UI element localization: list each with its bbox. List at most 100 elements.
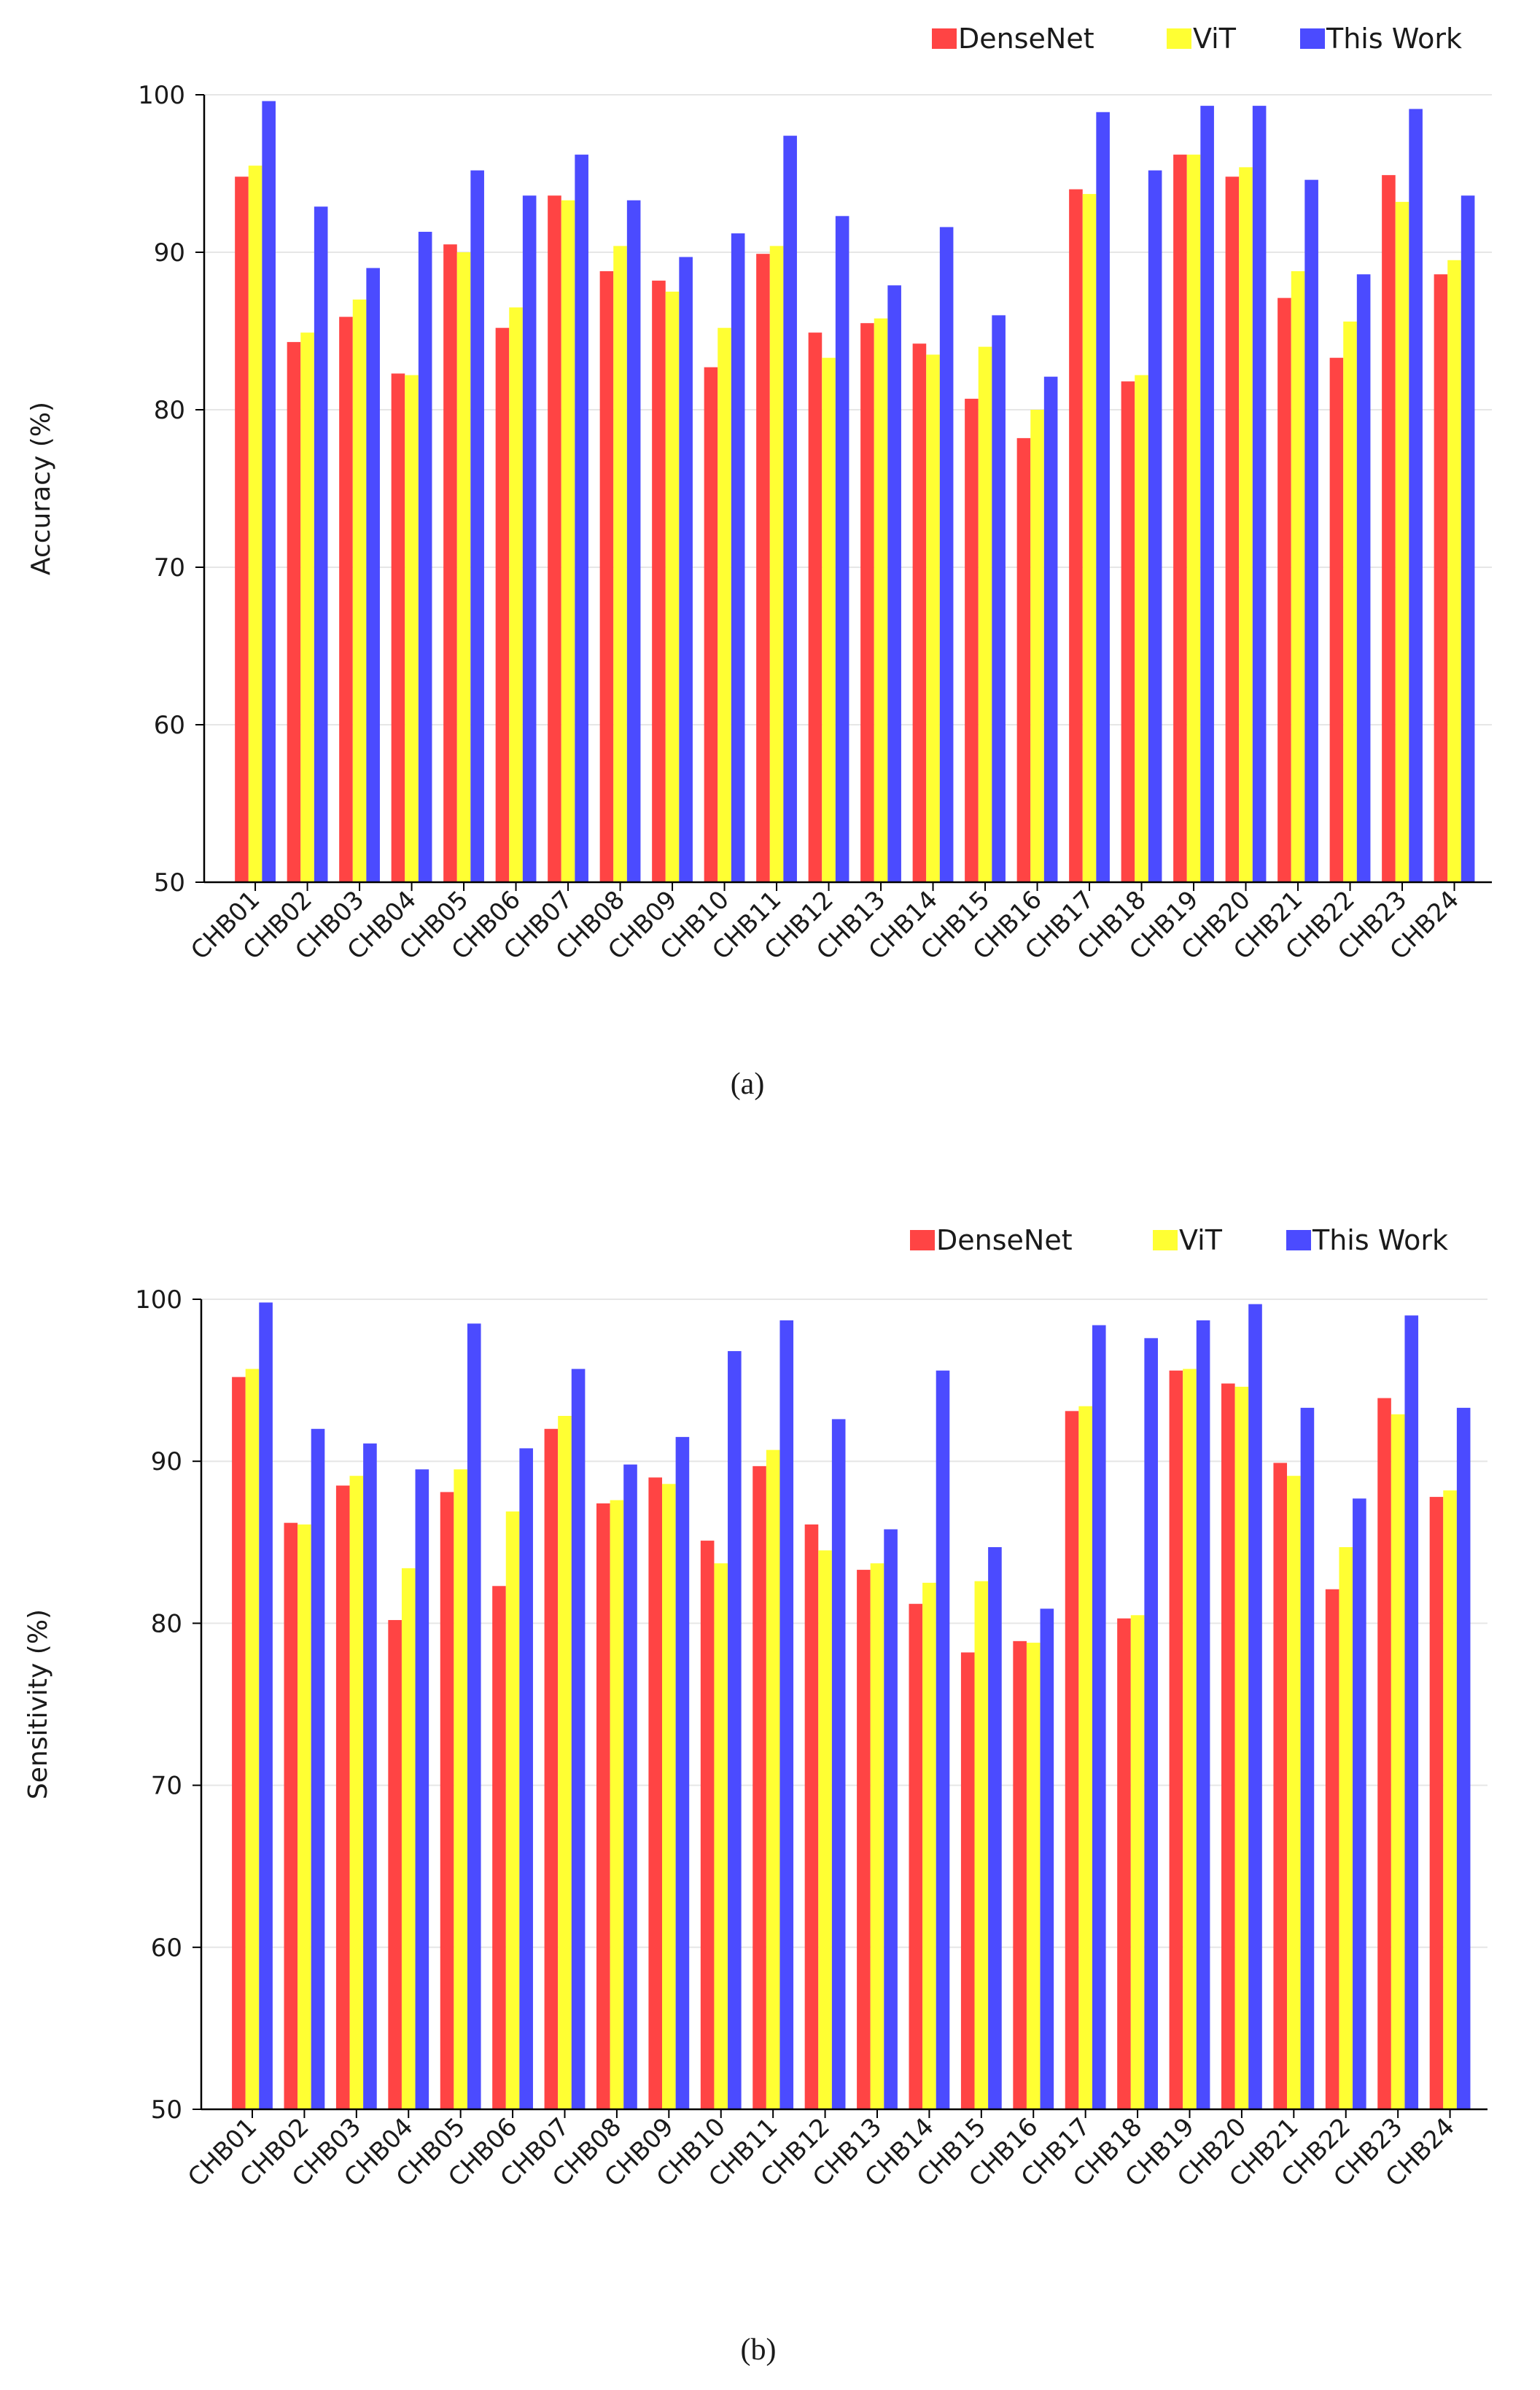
y-tick-label: 70 <box>151 1772 182 1801</box>
bar-this-work-CHB19 <box>1196 1320 1210 2109</box>
bar-densenet-CHB16 <box>1016 437 1031 882</box>
y-tick-label: 90 <box>151 1447 182 1476</box>
bar-this-work-CHB18 <box>1148 170 1162 882</box>
bar-vit-CHB11 <box>766 1449 780 2109</box>
bar-vit-CHB17 <box>1078 1406 1092 2109</box>
bar-vit-CHB13 <box>870 1563 884 2109</box>
bar-this-work-CHB10 <box>728 1351 742 2109</box>
bar-vit-CHB21 <box>1287 1476 1301 2109</box>
bar-densenet-CHB11 <box>756 254 770 882</box>
bar-vit-CHB04 <box>401 1568 416 2109</box>
legend-label: DenseNet <box>936 1224 1073 1256</box>
y-tick-label: 50 <box>151 2095 182 2125</box>
panel-caption: (a) <box>731 1067 765 1101</box>
bar-vit-CHB12 <box>822 357 836 883</box>
bar-this-work-CHB05 <box>470 170 484 882</box>
legend-label: This Work <box>1312 1224 1448 1256</box>
y-tick-label: 50 <box>154 868 185 898</box>
bar-this-work-CHB24 <box>1461 195 1475 882</box>
bar-vit-CHB15 <box>974 1581 989 2109</box>
bar-vit-CHB17 <box>1082 194 1097 883</box>
bar-densenet-CHB23 <box>1382 175 1396 882</box>
legend-swatch <box>1167 28 1191 49</box>
bar-densenet-CHB03 <box>339 316 353 882</box>
bar-vit-CHB08 <box>613 246 627 882</box>
bar-vit-CHB23 <box>1395 201 1409 882</box>
bar-this-work-CHB17 <box>1092 1325 1106 2109</box>
bar-densenet-CHB05 <box>443 244 457 882</box>
bar-vit-CHB03 <box>352 299 367 882</box>
legend-swatch <box>1300 28 1325 49</box>
bar-densenet-CHB20 <box>1225 176 1240 882</box>
y-axis-label: Sensitivity (%) <box>23 1609 53 1799</box>
bar-this-work-CHB09 <box>675 1436 690 2109</box>
y-tick-label: 90 <box>154 238 185 268</box>
bar-vit-CHB12 <box>818 1550 832 2109</box>
bar-vit-CHB22 <box>1343 322 1357 882</box>
bar-densenet-CHB22 <box>1325 1589 1339 2109</box>
bar-this-work-CHB07 <box>571 1369 586 2109</box>
bar-densenet-CHB17 <box>1069 189 1083 883</box>
chart-panel-1: 5060708090100CHB01CHB02CHB03CHB04CHB05CH… <box>26 23 1492 1101</box>
bar-vit-CHB04 <box>405 375 419 882</box>
bar-densenet-CHB12 <box>804 1524 819 2109</box>
bar-densenet-CHB18 <box>1117 1618 1131 2109</box>
bar-vit-CHB06 <box>505 1511 520 2109</box>
bar-vit-CHB16 <box>1030 410 1044 882</box>
bar-this-work-CHB08 <box>626 200 641 883</box>
bar-this-work-CHB15 <box>992 315 1006 882</box>
bar-vit-CHB16 <box>1026 1643 1041 2109</box>
bar-densenet-CHB13 <box>860 323 874 882</box>
bar-vit-CHB22 <box>1339 1546 1353 2109</box>
bar-densenet-CHB09 <box>652 280 666 882</box>
bar-densenet-CHB02 <box>284 1522 298 2109</box>
y-tick-label: 80 <box>151 1609 182 1638</box>
bar-this-work-CHB21 <box>1300 1407 1315 2109</box>
bar-densenet-CHB11 <box>752 1465 766 2109</box>
bar-densenet-CHB19 <box>1173 155 1187 882</box>
bar-this-work-CHB14 <box>939 227 954 882</box>
legend-swatch <box>932 28 957 49</box>
panel-caption: (b) <box>741 2333 777 2367</box>
bar-this-work-CHB06 <box>519 1448 533 2109</box>
bar-densenet-CHB16 <box>1013 1640 1027 2109</box>
bar-this-work-CHB01 <box>259 1302 273 2109</box>
y-tick-label: 60 <box>154 711 185 740</box>
bar-vit-CHB19 <box>1183 1369 1197 2109</box>
bar-densenet-CHB10 <box>704 367 718 882</box>
bar-densenet-CHB01 <box>235 176 249 882</box>
bar-densenet-CHB08 <box>596 1503 610 2109</box>
bar-vit-CHB09 <box>662 1484 676 2109</box>
y-tick-label: 60 <box>151 1934 182 1963</box>
bar-this-work-CHB19 <box>1200 106 1214 882</box>
bar-this-work-CHB03 <box>363 1443 377 2109</box>
bar-this-work-CHB06 <box>522 195 537 882</box>
bar-this-work-CHB10 <box>731 233 745 883</box>
bar-this-work-CHB22 <box>1353 1498 1366 2109</box>
bar-this-work-CHB09 <box>679 257 693 883</box>
legend-swatch <box>1286 1230 1311 1250</box>
bar-this-work-CHB04 <box>415 1469 429 2109</box>
bar-densenet-CHB19 <box>1169 1370 1183 2109</box>
bar-vit-CHB23 <box>1391 1414 1405 2109</box>
bar-vit-CHB15 <box>978 346 992 883</box>
bar-this-work-CHB15 <box>988 1546 1002 2109</box>
bar-vit-CHB06 <box>509 307 523 883</box>
legend-label: ViT <box>1179 1224 1223 1256</box>
legend-label: ViT <box>1193 23 1237 55</box>
bar-densenet-CHB07 <box>548 195 561 882</box>
bar-vit-CHB10 <box>714 1563 728 2109</box>
bar-this-work-CHB20 <box>1248 1304 1262 2109</box>
bar-this-work-CHB12 <box>831 1419 846 2109</box>
bar-densenet-CHB22 <box>1329 357 1344 883</box>
bar-this-work-CHB21 <box>1304 179 1318 882</box>
bar-vit-CHB18 <box>1130 1615 1145 2109</box>
bar-vit-CHB02 <box>298 1524 311 2109</box>
bar-densenet-CHB20 <box>1221 1383 1235 2109</box>
bar-vit-CHB05 <box>454 1469 467 2109</box>
bar-densenet-CHB02 <box>287 342 301 882</box>
bar-vit-CHB19 <box>1186 155 1201 882</box>
y-tick-label: 100 <box>138 81 185 110</box>
bar-vit-CHB05 <box>456 252 471 882</box>
